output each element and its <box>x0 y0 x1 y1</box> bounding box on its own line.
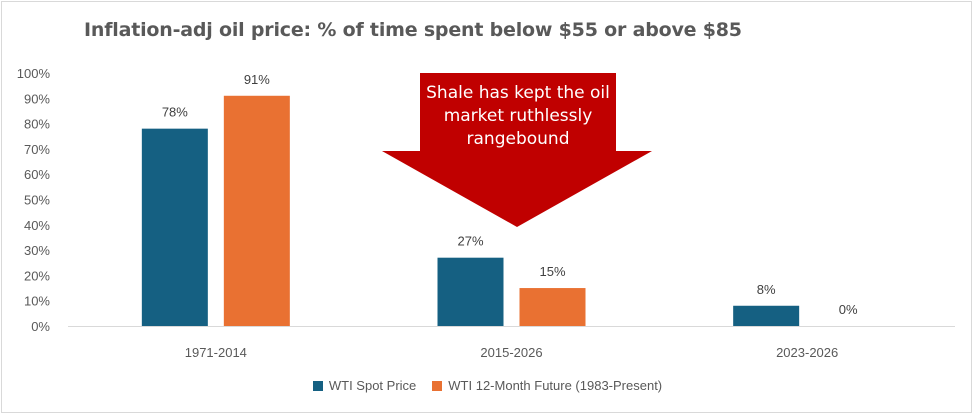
data-label: 91% <box>244 72 270 87</box>
legend: WTI Spot Price WTI 12-Month Future (1983… <box>0 378 975 393</box>
y-axis: 0% 10% 20% 30% 40% 50% 60% 70% 80% 90% 100% 1971-20… <box>17 66 955 360</box>
y-tick-label: 90% <box>24 91 50 106</box>
callout <box>382 73 652 227</box>
callout-arrow <box>382 73 652 227</box>
chart-title: Inflation-adj oil price: % of time spent… <box>84 19 742 41</box>
legend-label-spot: WTI Spot Price <box>328 378 417 393</box>
y-tick-label: 80% <box>24 117 50 132</box>
bar-future <box>519 288 586 326</box>
x-tick-label: 2023-2026 <box>776 345 838 360</box>
x-tick-label: 1971-2014 <box>185 345 247 360</box>
y-tick-label: 30% <box>24 243 50 258</box>
y-tick-label: 20% <box>24 268 50 283</box>
y-tick-label: 100% <box>17 66 51 81</box>
bar-spot <box>437 257 504 326</box>
y-tick-label: 50% <box>24 193 50 208</box>
bar-spot <box>733 305 800 326</box>
legend-item-spot: WTI Spot Price <box>312 378 417 393</box>
callout-text: Shale has kept the oil market ruthlessly… <box>426 83 610 149</box>
bar-spot <box>141 128 208 326</box>
y-tick-label: 10% <box>24 294 50 309</box>
data-label: 8% <box>757 282 776 297</box>
data-label: 15% <box>539 264 565 279</box>
y-tick-label: 70% <box>24 142 50 157</box>
y-tick-label: 0% <box>31 319 50 334</box>
y-tick-label: 60% <box>24 167 50 182</box>
legend-item-future: WTI 12-Month Future (1983-Present) <box>432 378 662 393</box>
legend-label-future: WTI 12-Month Future (1983-Present) <box>448 378 663 393</box>
bar-future <box>223 95 290 327</box>
legend-swatch-spot <box>312 380 323 391</box>
x-tick-label: 2015-2026 <box>480 345 542 360</box>
data-label: 27% <box>457 234 483 249</box>
bars: 78% 91% 27% 15% 8% 0% <box>141 72 858 327</box>
data-label: 78% <box>162 105 188 120</box>
data-label: 0% <box>839 302 858 317</box>
legend-swatch-future <box>432 380 443 391</box>
y-tick-label: 40% <box>24 218 50 233</box>
